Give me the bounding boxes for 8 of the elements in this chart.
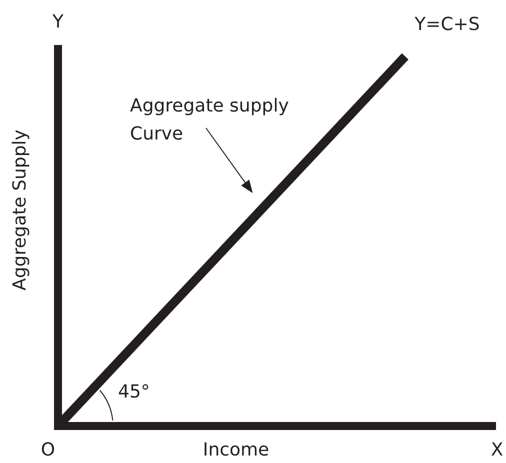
annotation: 45° xyxy=(118,382,150,402)
text: Y xyxy=(52,12,64,32)
annotation: Aggregate supply Curve xyxy=(130,96,290,144)
text: O xyxy=(40,440,56,460)
series-label: Y=C+S xyxy=(414,14,480,35)
text: X xyxy=(490,440,504,460)
x-axis-title: Income xyxy=(202,440,270,460)
y-axis-title: Aggregate Supply xyxy=(10,129,30,290)
